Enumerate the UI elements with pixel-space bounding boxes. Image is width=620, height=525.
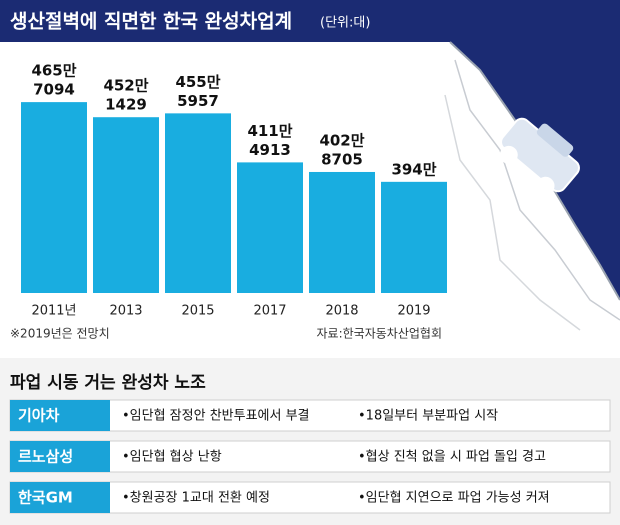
row-header: 기아차	[18, 407, 60, 425]
cell: •임단협 협상 난항	[122, 450, 222, 465]
x-tick-label: 2015	[181, 304, 214, 319]
sky	[0, 0, 620, 300]
cell: •협상 진척 없을 시 파업 돌입 경고	[358, 450, 546, 465]
bar	[93, 117, 159, 293]
value-label: 8705	[321, 150, 363, 168]
x-tick-label: 2019	[397, 304, 430, 319]
cell: •임단협 잠정안 찬반투표에서 부결	[122, 409, 310, 424]
cliff-face	[444, 94, 581, 331]
cell: •임단협 지연으로 파업 가능성 커져	[358, 491, 550, 506]
x-tick-label: 2018	[325, 304, 358, 319]
row-header-cell	[10, 441, 110, 472]
value-label: 1429	[105, 96, 147, 114]
car-icon	[499, 117, 580, 195]
value-label: 411만	[247, 122, 292, 140]
x-tick-label: 2017	[253, 304, 286, 319]
cliff-face	[454, 59, 620, 321]
bar	[237, 162, 303, 293]
unit-label: (단위:대)	[320, 16, 370, 31]
value-label: 5957	[177, 92, 219, 110]
value-label: 4913	[249, 141, 291, 159]
row-header: 르노삼성	[18, 448, 73, 466]
value-label: 465만	[31, 62, 76, 80]
row-header-cell	[10, 482, 110, 513]
bar	[381, 181, 447, 293]
value-label: 455만	[175, 73, 220, 91]
bar	[21, 102, 87, 293]
bar	[309, 171, 375, 293]
value-label: 394만	[391, 160, 436, 178]
value-label: 402만	[319, 131, 364, 149]
x-tick-label: 2011년	[31, 304, 76, 319]
value-label: 7094	[33, 81, 75, 99]
source: 자료:한국자동차산업협회	[317, 327, 442, 341]
note: ※2019년은 전망치	[10, 327, 110, 341]
table-title: 파업 시동 거는 완성차 노조	[10, 373, 206, 393]
row-header: 한국GM	[18, 489, 73, 507]
cell: •18일부터 부분파업 시작	[358, 409, 498, 424]
chart-title: 생산절벽에 직면한 한국 완성차업계	[10, 11, 292, 33]
x-tick-label: 2013	[109, 304, 142, 319]
bar	[165, 113, 231, 293]
cell: •창원공장 1교대 전환 예정	[122, 491, 270, 506]
value-label: 452만	[103, 77, 148, 95]
row-header-cell	[10, 400, 110, 431]
